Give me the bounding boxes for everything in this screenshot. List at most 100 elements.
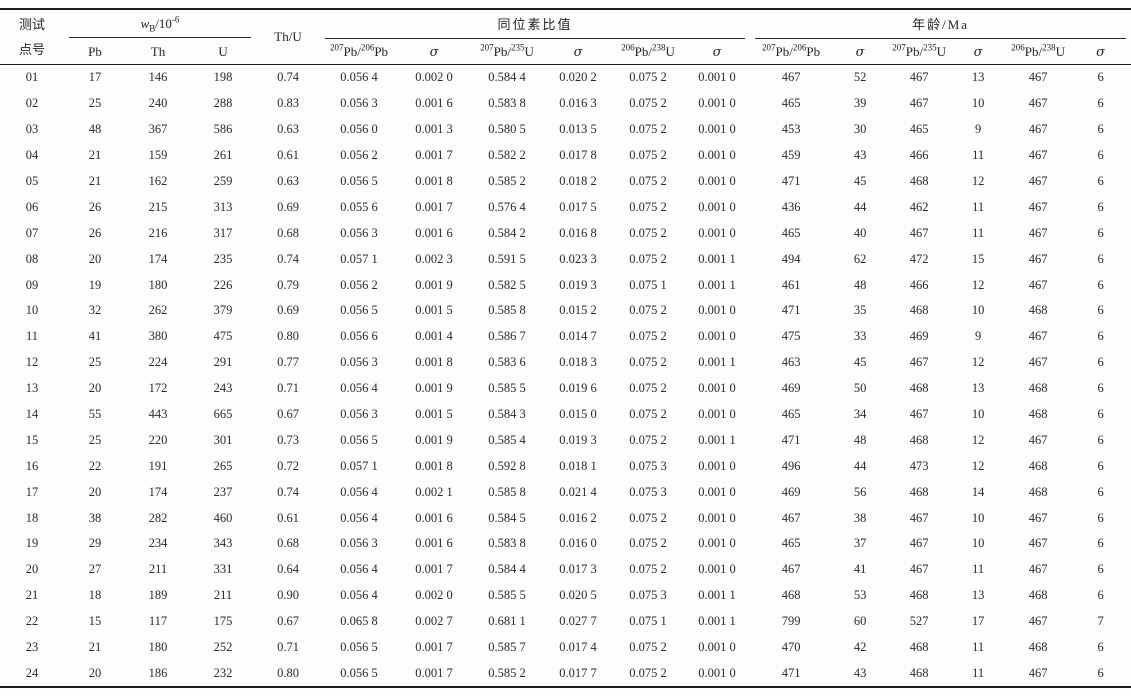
table-cell: 26 [88, 199, 102, 214]
table-cell: 0.583 8 [488, 536, 526, 551]
table-cell: 467 [1028, 251, 1048, 266]
table-cell: 0.056 4 [340, 484, 378, 499]
table-cell: 0.585 7 [488, 640, 526, 655]
group-header-age: 年龄/Ma [750, 9, 1131, 39]
col-header-age-207pb-235u: 207Pb/235U [892, 42, 946, 59]
table-cell: 211 [213, 588, 233, 603]
table-cell: 282 [148, 510, 168, 525]
table-cell: 367 [148, 122, 168, 137]
table-cell: 19 [88, 277, 102, 292]
table-cell: 0.056 4 [340, 510, 378, 525]
table-cell: 467 [909, 536, 929, 551]
table-cell: 6 [1097, 355, 1104, 370]
table-cell: 0.017 7 [559, 665, 597, 680]
table-cell: 0.001 7 [415, 665, 453, 680]
table-row: 23 21 180 252 0.71 0.056 5 0.001 7 0.585 7 0.017… [0, 635, 1131, 661]
table-cell: 0.075 2 [629, 640, 667, 655]
table-cell: 0.80 [277, 665, 299, 680]
table-cell: 12 [971, 432, 985, 447]
header-sub-row: Pb Th U 207Pb/206Pb σ 207Pb/235U σ 206Pb… [0, 39, 1131, 65]
table-cell: 467 [781, 510, 801, 525]
table-cell: 11 [972, 665, 985, 680]
table-cell: 379 [213, 303, 233, 318]
table-cell: 0.001 5 [415, 407, 453, 422]
table-cell: 146 [148, 70, 168, 85]
table-cell: 0.001 0 [698, 381, 736, 396]
table-cell: 494 [781, 251, 801, 266]
table-row: 06 26 215 313 0.69 0.055 6 0.001 7 0.576 4 0.017… [0, 194, 1131, 220]
table-cell: 467 [1028, 122, 1048, 137]
table-cell: 0.73 [277, 432, 299, 447]
table-cell: 21 [88, 174, 102, 188]
table-cell: 56 [853, 484, 867, 499]
table-cell: 0.016 3 [559, 96, 597, 111]
table-cell: 0.002 0 [415, 588, 453, 603]
col-header-u: U [218, 43, 228, 59]
table-cell: 0.001 0 [698, 329, 736, 344]
table-cell: 0.021 4 [559, 484, 597, 499]
table-cell: 20 [88, 484, 102, 499]
table-cell: 18 [25, 510, 39, 525]
table-row: 03 48 367 586 0.63 0.056 0 0.001 3 0.580 5 0.013… [0, 117, 1131, 143]
table-cell: 0.002 0 [415, 70, 453, 85]
table-cell: 0.057 1 [340, 458, 378, 473]
table-cell: 11 [972, 199, 985, 214]
table-cell: 0.64 [277, 562, 299, 577]
table-cell: 232 [213, 665, 233, 680]
table-cell: 0.016 8 [559, 225, 597, 240]
table-row: 10 32 262 379 0.69 0.056 5 0.001 5 0.585 8 0.015… [0, 298, 1131, 324]
point-id-label-line1: 测试 [18, 17, 45, 32]
table-cell: 467 [1028, 665, 1048, 680]
table-cell: 0.075 2 [629, 251, 667, 266]
table-cell: 23 [25, 640, 39, 655]
table-cell: 468 [1028, 381, 1048, 396]
table-cell: 6 [1097, 381, 1104, 396]
table-cell: 471 [781, 432, 801, 447]
table-cell: 0.001 0 [698, 458, 736, 473]
table-cell: 08 [25, 251, 39, 266]
table-cell: 0.001 7 [415, 148, 453, 163]
table-cell: 471 [781, 665, 801, 680]
table-cell: 0.001 1 [698, 251, 736, 266]
table-cell: 04 [25, 148, 39, 163]
table-row: 11 41 380 475 0.80 0.056 6 0.001 4 0.586 7 0.014… [0, 324, 1131, 350]
table-cell: 0.001 8 [415, 355, 453, 370]
table-cell: 07 [25, 225, 39, 240]
table-cell: 25 [88, 432, 102, 447]
table-cell: 0.056 6 [340, 329, 378, 344]
table-cell: 13 [25, 381, 39, 396]
table-cell: 496 [781, 458, 801, 473]
table-header: 测试 点号 wB/10-6 Th/U 同位素比值 年龄/Ma Pb Th [0, 9, 1131, 65]
table-cell: 469 [781, 484, 801, 499]
table-cell: 12 [25, 355, 39, 370]
table-cell: 0.585 8 [488, 303, 526, 318]
table-cell: 235 [213, 251, 233, 266]
table-cell: 226 [213, 277, 233, 292]
table-cell: 189 [148, 588, 168, 603]
table-cell: 0.056 4 [340, 588, 378, 603]
table-cell: 13 [971, 70, 985, 85]
table-cell: 11 [25, 329, 39, 344]
table-cell: 12 [971, 174, 985, 188]
table-cell: 0.056 5 [340, 303, 378, 318]
table-cell: 0.001 0 [698, 665, 736, 680]
table-cell: 288 [213, 96, 233, 111]
table-cell: 467 [909, 562, 929, 577]
table-cell: 6 [1097, 122, 1104, 137]
table-cell: 665 [213, 407, 233, 422]
table-cell: 10 [971, 407, 985, 422]
table-cell: 468 [909, 484, 929, 499]
table-cell: 0.001 0 [698, 640, 736, 655]
table-row: 08 20 174 235 0.74 0.057 1 0.002 3 0.591 5 0.023… [0, 246, 1131, 272]
table-cell: 467 [781, 562, 801, 577]
table-cell: 211 [148, 562, 168, 577]
table-cell: 52 [853, 70, 867, 85]
table-cell: 0.027 7 [559, 614, 597, 629]
table-cell: 0.075 2 [629, 510, 667, 525]
table-cell: 0.019 3 [559, 432, 597, 447]
table-cell: 25 [88, 96, 102, 111]
table-cell: 0.001 0 [698, 148, 736, 163]
table-cell: 237 [213, 484, 233, 499]
table-cell: 40 [853, 225, 867, 240]
table-cell: 468 [909, 174, 929, 188]
